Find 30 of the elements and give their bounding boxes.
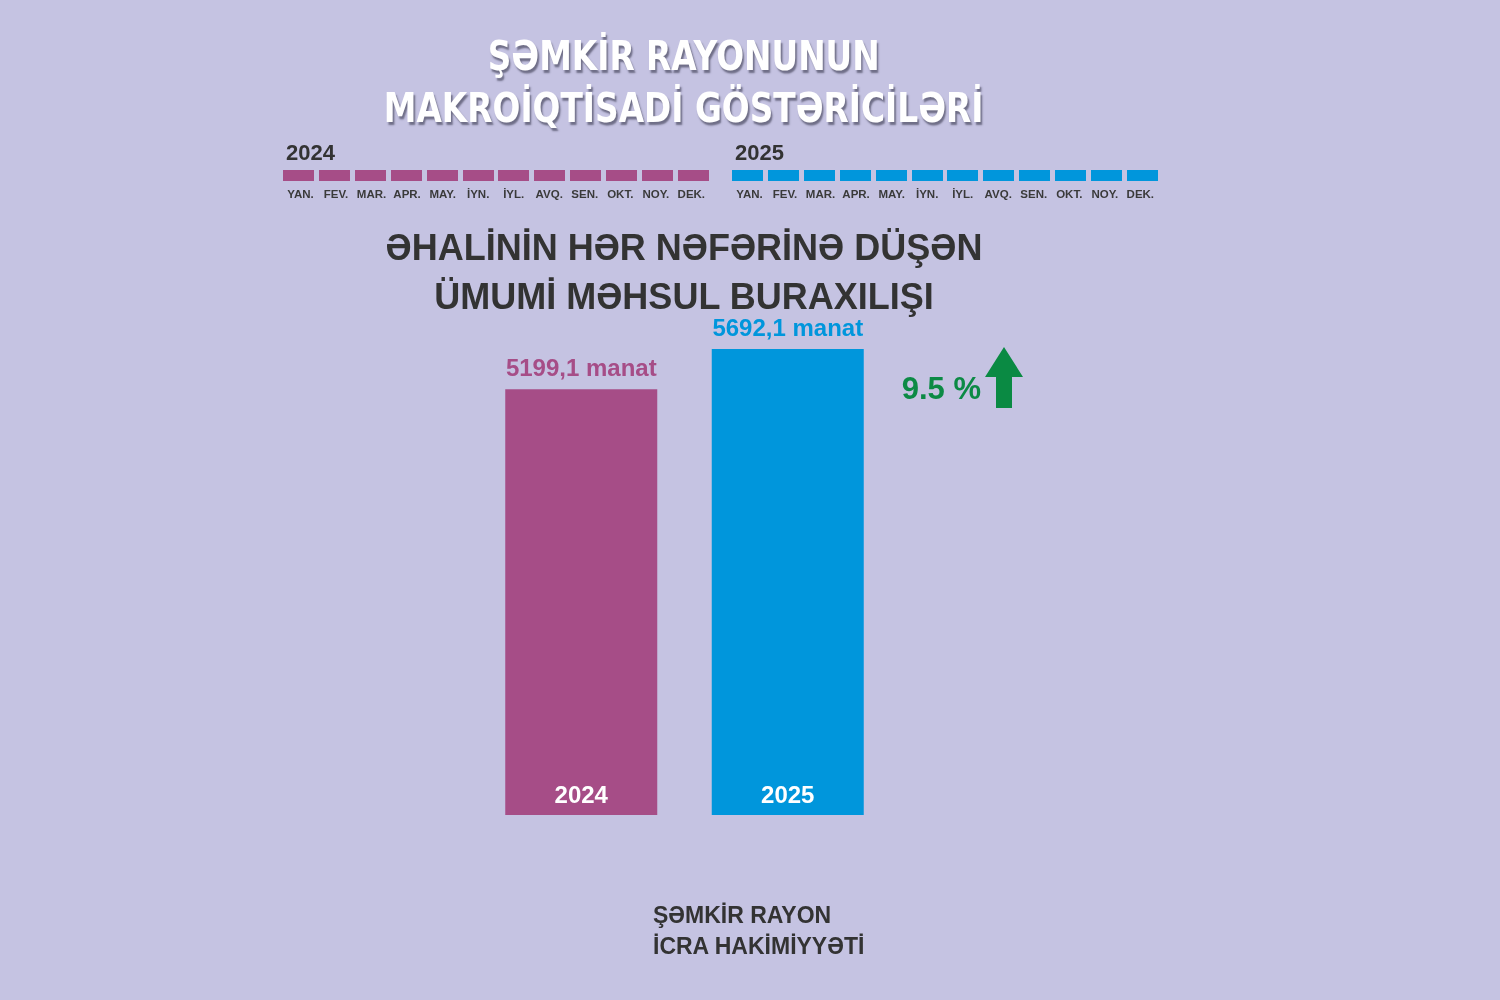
category-label: AVQ. — [984, 188, 1012, 200]
category-label: İYL. — [952, 188, 974, 200]
text: ŞƏMKİR RAYONUNUN MAKROİQTİSADİ GÖSTƏRİCİLƏRİ — [384, 31, 984, 133]
category-label: FEV. — [322, 188, 350, 200]
category-label: İYN. — [465, 188, 491, 200]
category-label: NOY. — [1091, 188, 1119, 200]
category-label: OKT. — [606, 188, 635, 200]
category-label: DEK. — [676, 188, 707, 200]
data-label: 5199,1 manat — [505, 353, 657, 381]
text: 2025 — [735, 140, 784, 165]
category-label: YAN. — [736, 188, 763, 200]
category-label: OKT. — [1056, 188, 1083, 200]
text: 2024 — [286, 140, 335, 165]
category-label: SEN. — [570, 188, 600, 200]
text: 9.5 % — [901, 370, 982, 407]
category-label: MAR. — [355, 188, 388, 200]
category-label: MAR. — [805, 188, 836, 200]
category-label: İYL. — [502, 188, 526, 200]
category-label: SEN. — [1020, 188, 1048, 200]
category-label: DEK. — [1126, 188, 1155, 200]
category-label: APR. — [842, 188, 870, 200]
text: ŞƏMKİR RAYON İCRA HAKİMİYYƏTİ — [653, 901, 865, 961]
category-label: MAY. — [878, 188, 905, 200]
category-label: YAN. — [286, 188, 315, 200]
category-label: MAY. — [428, 188, 457, 200]
category-label: NOY. — [641, 188, 671, 200]
category-label: İYN. — [915, 188, 939, 200]
category-label: AVQ. — [534, 188, 564, 200]
category-label: APR. — [392, 188, 422, 200]
category-label: FEV. — [772, 188, 798, 200]
